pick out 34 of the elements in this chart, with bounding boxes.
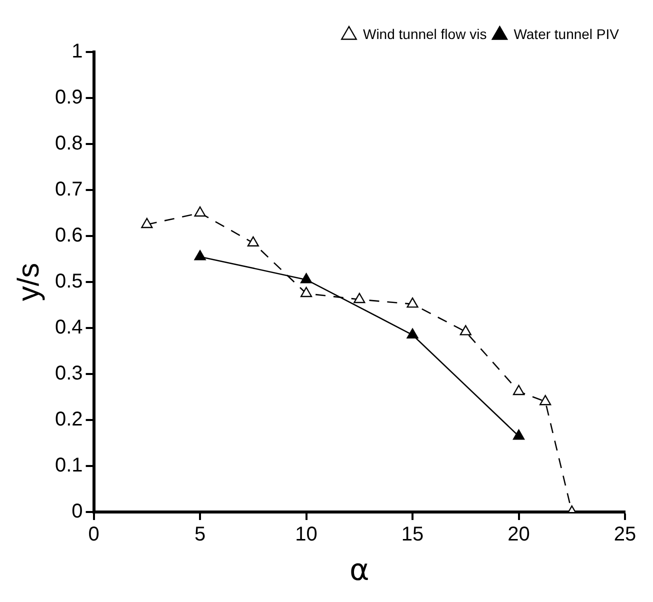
x-tick-label: 15	[401, 524, 424, 546]
y-tick-label: 0.4	[54, 316, 83, 339]
point	[512, 430, 525, 440]
point	[194, 206, 206, 217]
y-tick-label: 0	[72, 500, 83, 523]
point	[141, 218, 153, 228]
y-tick-label: 0.7	[54, 178, 83, 201]
x-tick-label: 5	[194, 524, 206, 546]
y-tick-label: 1	[72, 40, 83, 63]
point	[247, 236, 259, 246]
legend-label: Wind tunnel flow vis	[362, 26, 487, 42]
x-tick-label: 20	[508, 524, 530, 546]
x-tick-label: 0	[88, 524, 100, 546]
point	[354, 292, 366, 304]
y-tick-label: 0.6	[54, 224, 83, 247]
point	[512, 384, 525, 396]
point	[406, 328, 418, 338]
x-tick-label: 25	[614, 524, 636, 546]
y-axis-title: y/s	[12, 262, 46, 302]
x-axis-title: α	[350, 552, 370, 588]
point	[300, 273, 312, 284]
legend-label: Water tunnel PIV	[514, 26, 620, 42]
y-tick-label: 0.5	[54, 270, 83, 293]
y-tick-label: 0.8	[54, 132, 83, 155]
point	[300, 286, 312, 298]
x-tick-label: 10	[295, 524, 318, 546]
point	[540, 395, 552, 406]
y-tick-label: 0.1	[54, 454, 83, 477]
point	[406, 297, 418, 308]
y-tick-label: 0.3	[54, 362, 83, 385]
point	[460, 325, 472, 336]
y-tick-label: 0.9	[54, 86, 83, 109]
y-tick-label: 0.2	[54, 408, 83, 431]
point	[194, 250, 206, 260]
